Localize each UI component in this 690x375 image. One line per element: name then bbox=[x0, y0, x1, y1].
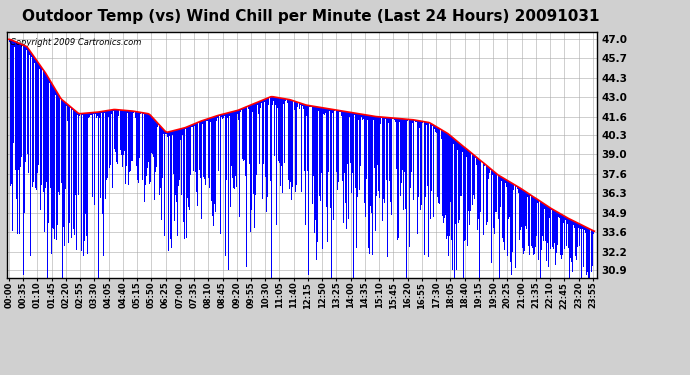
Text: Copyright 2009 Cartronics.com: Copyright 2009 Cartronics.com bbox=[10, 38, 141, 47]
Text: Outdoor Temp (vs) Wind Chill per Minute (Last 24 Hours) 20091031: Outdoor Temp (vs) Wind Chill per Minute … bbox=[22, 9, 599, 24]
